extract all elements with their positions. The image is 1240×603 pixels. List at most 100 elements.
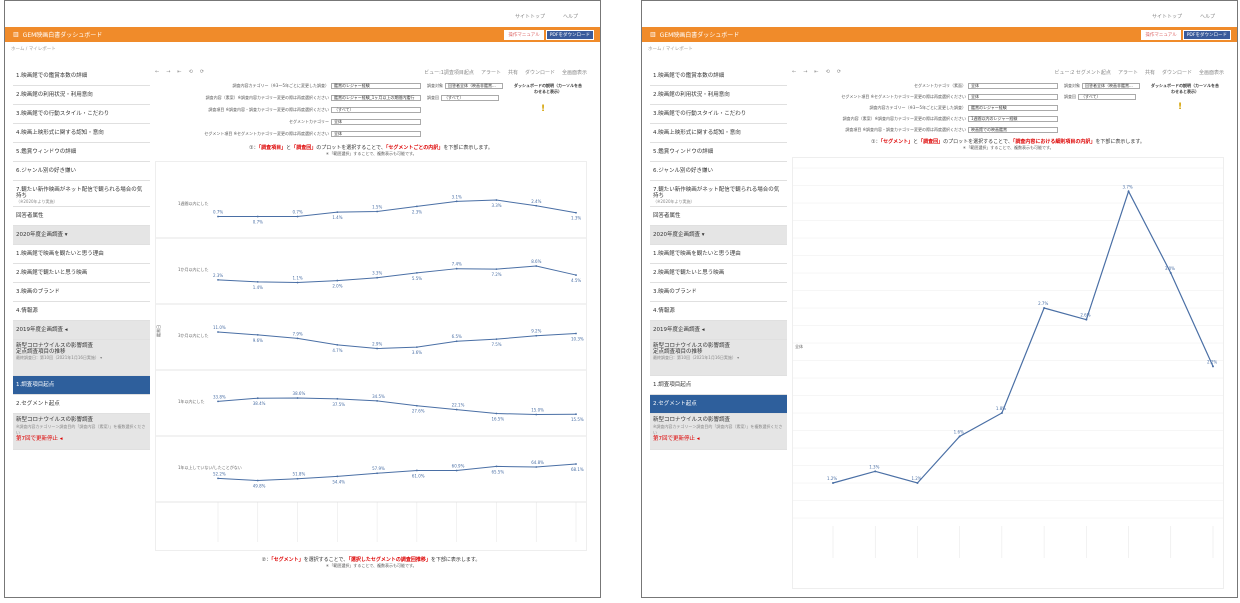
- sidebar-section-covid[interactable]: 新型コロナウイルスの影響調査 定点調査項目の推移 最終調査日：第10回（2021年1…: [13, 340, 150, 376]
- sidebar-item-segment[interactable]: 2.セグメント起点: [13, 395, 150, 414]
- fullscreen-button[interactable]: 全画面表示: [561, 69, 587, 76]
- site-top-link[interactable]: サイトトップ: [514, 14, 545, 20]
- filter-select[interactable]: （すべて）: [441, 95, 499, 101]
- sidebar-item[interactable]: 4.映画上映形式に関する認知・意向: [13, 124, 150, 143]
- filter-select[interactable]: （すべて）: [331, 107, 421, 113]
- sidebar-item[interactable]: 1.映画館での鑑賞本数の詳細: [650, 67, 787, 86]
- sidebar-item-segment[interactable]: 2.セグメント起点: [650, 395, 787, 414]
- window-segment: サイトトップ ヘルプ ▥ GEM映画白書ダッシュボード 操作マニュアル PDFを…: [641, 0, 1238, 598]
- redo-icon[interactable]: →: [166, 69, 171, 75]
- instruction: ①：「セグメント」と「調査回」のプロットを選択することで、「調査内容における細則…: [792, 138, 1224, 145]
- sidebar-item[interactable]: 3.映画館での行動スタイル・こだわり: [13, 105, 150, 124]
- inst-text: 「調査内容における細則項目の内訳」: [1012, 139, 1096, 145]
- revert-icon[interactable]: ⇤: [177, 69, 182, 75]
- sidebar-item-streaming[interactable]: 7.観たい新作映画がネット配信で観られる場合の気持ち （※2020年より実施）: [13, 181, 150, 207]
- filter-select[interactable]: 鑑賞のレジャー経験: [331, 83, 421, 89]
- filter-label: セグメント項目 ※セグメントカテゴリー変更の際は再度選択ください: [841, 94, 966, 99]
- filter-select[interactable]: 全体: [331, 119, 421, 125]
- help-link[interactable]: ヘルプ: [562, 14, 578, 20]
- filter-select[interactable]: 映画館での映画鑑賞: [968, 127, 1058, 133]
- download-button[interactable]: ダウンロード: [524, 69, 555, 76]
- data-point: [415, 271, 418, 274]
- undo-icon[interactable]: ←: [792, 69, 797, 75]
- share-button[interactable]: 共有: [1144, 69, 1155, 76]
- sidebar-item-streaming[interactable]: 7.観たい新作映画がネット配信で観られる場合の気持ち （※2020年より実施）: [650, 181, 787, 207]
- filter-label: セグメント項目 ※セグメントカテゴリー変更の際は再度選択ください: [204, 131, 329, 136]
- undo-icon[interactable]: ←: [155, 69, 160, 75]
- sidebar-item[interactable]: 2.映画館で観たいと思う映画: [13, 264, 150, 283]
- sidebar-item[interactable]: 4.情報源: [650, 302, 787, 321]
- chart-multi-panel[interactable]: 鑑賞日 1週間以内にした 0.7% 0.7% 0.7% 1.4% 1.5% 2.3% 3.1% 3…: [155, 161, 587, 551]
- breadcrumb[interactable]: ホーム / マイレポート: [11, 47, 56, 52]
- inst-text: と: [286, 145, 292, 151]
- revert-icon[interactable]: ⇤: [814, 69, 819, 75]
- chart-segment[interactable]: 全体 1.2% 1.3% 1.2% 1.6% 1.8% 2.7% 2.6% 3.7% 3.0% 2.…: [792, 157, 1224, 589]
- view-button[interactable]: ビュー:2 セグメント起点: [1054, 69, 1111, 76]
- alert-button[interactable]: アラート: [480, 69, 501, 76]
- sidebar-section-2019[interactable]: 2019年度企画調査 ◂: [650, 321, 787, 340]
- sidebar-item[interactable]: 3.映画のブランド: [650, 283, 787, 302]
- filter-select[interactable]: 回答者全体（映画非鑑賞...: [445, 83, 503, 89]
- sidebar-item[interactable]: 2.映画館の利用状況・利用意向: [13, 86, 150, 105]
- help-link[interactable]: ヘルプ: [1199, 14, 1215, 20]
- sidebar-item[interactable]: 1.映画館での鑑賞本数の詳細: [13, 67, 150, 86]
- sidebar-item-respondent[interactable]: 回答者属性: [13, 207, 150, 226]
- sidebar-item[interactable]: 5.鑑賞ウィンドウの詳細: [650, 143, 787, 162]
- data-label: 3.6%: [412, 350, 422, 355]
- sidebar-item-fixed-point[interactable]: 1.調査項目起点: [650, 376, 787, 395]
- data-point: [256, 397, 259, 400]
- redo-icon[interactable]: →: [803, 69, 808, 75]
- filter-select[interactable]: 鑑賞のレジャー経験: [968, 105, 1058, 111]
- sidebar-item[interactable]: 3.映画のブランド: [13, 283, 150, 302]
- breadcrumb[interactable]: ホーム / マイレポート: [648, 47, 693, 52]
- sidebar-item[interactable]: 5.鑑賞ウィンドウの詳細: [13, 143, 150, 162]
- sidebar-item[interactable]: 2.映画館で観たいと思う映画: [650, 264, 787, 283]
- view-button[interactable]: ビュー:1調査項目起点: [424, 69, 474, 76]
- pause-icon[interactable]: ⟳: [199, 69, 205, 75]
- data-label: 1.3%: [571, 216, 581, 221]
- filter-select[interactable]: 全体: [968, 83, 1058, 89]
- data-label: 7.5%: [491, 342, 501, 347]
- sidebar-item[interactable]: 3.映画館での行動スタイル・こだわり: [650, 105, 787, 124]
- data-point: [415, 404, 418, 407]
- filter-select[interactable]: 全体: [331, 131, 421, 137]
- share-button[interactable]: 共有: [507, 69, 518, 76]
- filter-select[interactable]: （すべて）: [1078, 94, 1136, 100]
- pdf-download-button[interactable]: PDFをダウンロード: [1182, 30, 1231, 40]
- sidebar-item[interactable]: 1.映画館で映画を観たいと思う理由: [13, 245, 150, 264]
- sidebar-section-2019[interactable]: 2019年度企画調査 ◂: [13, 321, 150, 340]
- manual-button[interactable]: 操作マニュアル: [1141, 30, 1181, 40]
- filter-select[interactable]: 鑑賞のレジャー経験_1ヶ月以上の期間内鑑行: [331, 95, 421, 101]
- fullscreen-button[interactable]: 全画面表示: [1198, 69, 1224, 76]
- sidebar-section-covid2[interactable]: 新型コロナウイルスの影響調査 ※調査内容カテゴリー＞調査目的「調査内容（素案）」を…: [650, 414, 787, 450]
- inst-text: 「選択したセグメントの調査回推移」: [348, 557, 431, 563]
- refresh-icon[interactable]: ⟲: [825, 69, 830, 75]
- filter-select[interactable]: 全体: [968, 94, 1058, 100]
- sidebar-item[interactable]: 2.映画館の利用状況・利用意向: [650, 86, 787, 105]
- data-point: [217, 279, 219, 281]
- series-line: [217, 331, 577, 350]
- dashboard-tip[interactable]: ダッシュボードの説明（カーソルを合わせると表示）: [514, 83, 582, 94]
- refresh-icon[interactable]: ⟲: [188, 69, 193, 75]
- sidebar-item[interactable]: 4.情報源: [13, 302, 150, 321]
- sidebar-item-respondent[interactable]: 回答者属性: [650, 207, 787, 226]
- sidebar-item-fixed-point[interactable]: 1.調査項目起点: [13, 376, 150, 395]
- sidebar-section-2020[interactable]: 2020年度企画調査 ▾: [650, 226, 787, 245]
- data-point: [575, 274, 577, 276]
- manual-button[interactable]: 操作マニュアル: [504, 30, 544, 40]
- filter-select[interactable]: 回答者全体（映画非鑑賞...: [1082, 83, 1140, 89]
- sidebar-section-2020[interactable]: 2020年度企画調査 ▾: [13, 226, 150, 245]
- sidebar-section-covid2[interactable]: 新型コロナウイルスの影響調査 ※調査内容カテゴリー＞調査目的「調査内容（素案）」を…: [13, 414, 150, 450]
- filter-select[interactable]: 1週間以内のレジャー経験: [968, 116, 1058, 122]
- site-top-link[interactable]: サイトトップ: [1151, 14, 1182, 20]
- sidebar-item[interactable]: 1.映画館で映画を観たいと思う理由: [650, 245, 787, 264]
- alert-button[interactable]: アラート: [1117, 69, 1138, 76]
- sidebar-item[interactable]: 6.ジャンル別の好き嫌い: [13, 162, 150, 181]
- sidebar-item[interactable]: 6.ジャンル別の好き嫌い: [650, 162, 787, 181]
- sidebar-item[interactable]: 4.映画上映形式に関する認知・意向: [650, 124, 787, 143]
- sidebar-section-covid[interactable]: 新型コロナウイルスの影響調査 定点調査項目の推移 最終調査日：第10回（2021年1…: [650, 340, 787, 376]
- pause-icon[interactable]: ⟳: [836, 69, 842, 75]
- download-button[interactable]: ダウンロード: [1161, 69, 1192, 76]
- dashboard-tip[interactable]: ダッシュボードの説明（カーソルを合わせると表示）: [1151, 83, 1219, 94]
- pdf-download-button[interactable]: PDFをダウンロード: [545, 30, 594, 40]
